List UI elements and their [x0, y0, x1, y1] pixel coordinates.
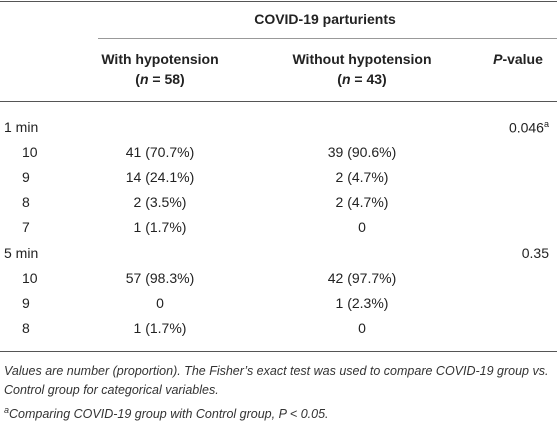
row-label: 10 [22, 269, 38, 286]
p-header: P-value [493, 51, 543, 67]
cell: 57 (98.3%) [125, 269, 195, 286]
cell: 1 (2.3%) [335, 294, 389, 311]
row-label: 10 [22, 144, 38, 161]
text: 0.35 [521, 244, 549, 261]
section-label: 1 min [4, 119, 39, 135]
p-value: 0.046a [509, 119, 549, 136]
column-n: (n = 43) [337, 71, 386, 87]
cell: 0 [358, 319, 366, 336]
footnote-a: aComparing COVID-19 group with Control g… [4, 401, 552, 424]
footnote-mark: a [4, 405, 10, 415]
group-header: COVID-19 parturients [254, 11, 396, 27]
row-label: 9 [22, 294, 30, 311]
row-label: 8 [22, 194, 30, 211]
cell: 2 (3.5%) [133, 194, 187, 211]
text: n [341, 71, 351, 87]
section-label: 5 min [4, 244, 39, 261]
footnote-mark: a [543, 119, 549, 129]
text: = 43) [350, 71, 387, 87]
row-label: 9 [22, 169, 30, 186]
column-n: (n = 58) [135, 71, 184, 87]
column-title: Without hypotension [292, 51, 432, 67]
cell: 41 (70.7%) [125, 144, 195, 161]
cell: 2 (4.7%) [335, 169, 389, 186]
p-value: 0.35 [522, 245, 549, 261]
text: 0.046 [508, 119, 544, 136]
footnote: Values are number (proportion). The Fish… [4, 364, 549, 397]
top-rule [0, 1, 557, 2]
row-label: 7 [22, 219, 30, 236]
text: ( [135, 71, 140, 87]
text: = 58) [148, 71, 185, 87]
text: P [493, 51, 503, 67]
cell: 42 (97.7%) [327, 269, 397, 286]
row-label: 8 [22, 319, 30, 336]
text: n [139, 71, 149, 87]
cell: 0 [156, 294, 164, 311]
text: -value [502, 51, 543, 67]
text: ( [337, 71, 342, 87]
cell: 14 (24.1%) [125, 169, 195, 186]
cell: 1 (1.7%) [133, 219, 187, 236]
cell: 39 (90.6%) [327, 144, 397, 161]
header-rule [0, 101, 557, 102]
cell: 1 (1.7%) [133, 319, 187, 336]
bottom-rule [0, 351, 557, 352]
column-title: With hypotension [101, 51, 219, 67]
text: Comparing COVID-19 group with Control gr… [9, 407, 329, 422]
cell: 2 (4.7%) [335, 194, 389, 211]
group-rule [98, 38, 557, 39]
cell: 0 [358, 219, 366, 236]
